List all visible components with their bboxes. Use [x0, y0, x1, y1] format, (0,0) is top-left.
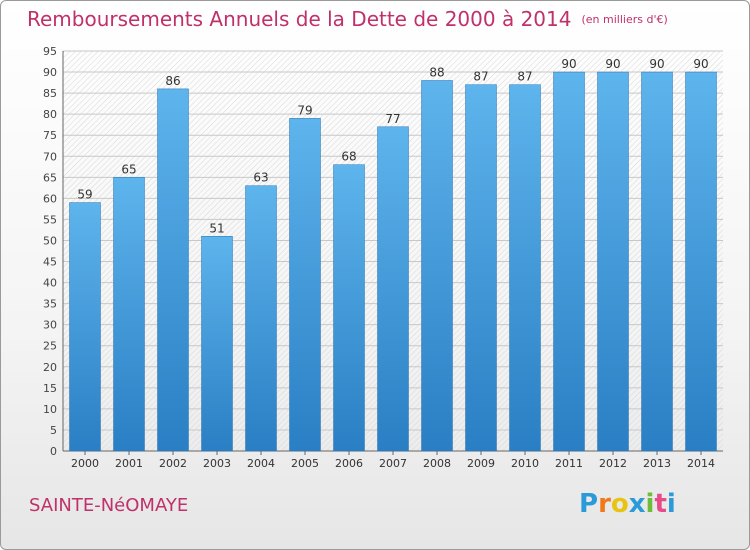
bar[interactable]: [113, 177, 145, 452]
data-label: 63: [253, 171, 268, 185]
x-tick-label: 2012: [599, 457, 627, 470]
proxiti-logo[interactable]: Proxiti: [579, 489, 676, 519]
bar[interactable]: [509, 84, 541, 452]
y-tick-label: 65: [43, 171, 57, 184]
x-tick-label: 2005: [291, 457, 319, 470]
data-label: 88: [429, 65, 444, 79]
x-tick-label: 2003: [203, 457, 231, 470]
bar[interactable]: [641, 71, 673, 452]
data-label: 51: [209, 221, 224, 235]
bar[interactable]: [201, 236, 233, 452]
x-tick-label: 2010: [511, 457, 539, 470]
y-tick-label: 50: [43, 234, 57, 247]
data-label: 79: [297, 103, 312, 117]
data-label: 77: [385, 112, 400, 126]
x-tick-label: 2014: [687, 457, 715, 470]
x-tick-label: 2002: [159, 457, 187, 470]
y-tick-label: 0: [50, 445, 57, 458]
logo-letter: i: [645, 489, 655, 519]
data-label: 90: [561, 57, 576, 71]
y-tick-label: 80: [43, 108, 57, 121]
logo-letter: o: [610, 489, 629, 519]
bar[interactable]: [421, 80, 453, 452]
bar[interactable]: [245, 185, 277, 452]
y-tick-label: 5: [50, 424, 57, 437]
bar[interactable]: [465, 84, 497, 452]
logo-letter: x: [628, 489, 646, 519]
x-tick-label: 2007: [379, 457, 407, 470]
y-tick-label: 95: [43, 45, 57, 58]
x-tick-label: 2006: [335, 457, 363, 470]
y-tick-label: 55: [43, 213, 57, 226]
bar[interactable]: [157, 88, 189, 452]
bar[interactable]: [553, 71, 585, 452]
data-label: 87: [517, 70, 532, 84]
y-tick-label: 40: [43, 277, 57, 290]
bar[interactable]: [333, 164, 365, 452]
y-tick-label: 30: [43, 319, 57, 332]
logo-letter: P: [579, 489, 599, 519]
bar[interactable]: [69, 202, 101, 452]
logo-letter: r: [598, 489, 611, 519]
x-tick-label: 2013: [643, 457, 671, 470]
logo-letter: t: [654, 489, 667, 519]
y-tick-label: 60: [43, 192, 57, 205]
x-tick-label: 2011: [555, 457, 583, 470]
bar[interactable]: [289, 118, 321, 452]
bar[interactable]: [685, 71, 717, 452]
y-tick-label: 70: [43, 150, 57, 163]
y-tick-label: 15: [43, 382, 57, 395]
data-label: 68: [341, 150, 356, 164]
data-label: 90: [649, 57, 664, 71]
logo-letter: i: [666, 489, 676, 519]
commune-name: SAINTE-NéOMAYE: [29, 495, 189, 516]
data-label: 87: [473, 70, 488, 84]
data-label: 65: [121, 162, 136, 176]
data-label: 86: [165, 74, 180, 88]
data-label: 90: [605, 57, 620, 71]
chart-unit: (en milliers d'€): [581, 13, 668, 26]
x-tick-label: 2004: [247, 457, 275, 470]
y-tick-label: 35: [43, 298, 57, 311]
y-tick-label: 10: [43, 403, 57, 416]
x-tick-label: 2008: [423, 457, 451, 470]
chart-title-text: Remboursements Annuels de la Dette de 20…: [27, 7, 572, 31]
data-label: 59: [77, 188, 92, 202]
y-tick-label: 85: [43, 87, 57, 100]
x-tick-label: 2009: [467, 457, 495, 470]
x-tick-label: 2000: [71, 457, 99, 470]
data-label: 90: [693, 57, 708, 71]
bar[interactable]: [377, 126, 409, 452]
y-tick-label: 75: [43, 129, 57, 142]
y-tick-label: 90: [43, 66, 57, 79]
y-tick-label: 20: [43, 361, 57, 374]
bar[interactable]: [597, 71, 629, 452]
chart-title: Remboursements Annuels de la Dette de 20…: [27, 7, 668, 31]
x-tick-label: 2001: [115, 457, 143, 470]
y-tick-label: 25: [43, 340, 57, 353]
y-tick-label: 45: [43, 256, 57, 269]
